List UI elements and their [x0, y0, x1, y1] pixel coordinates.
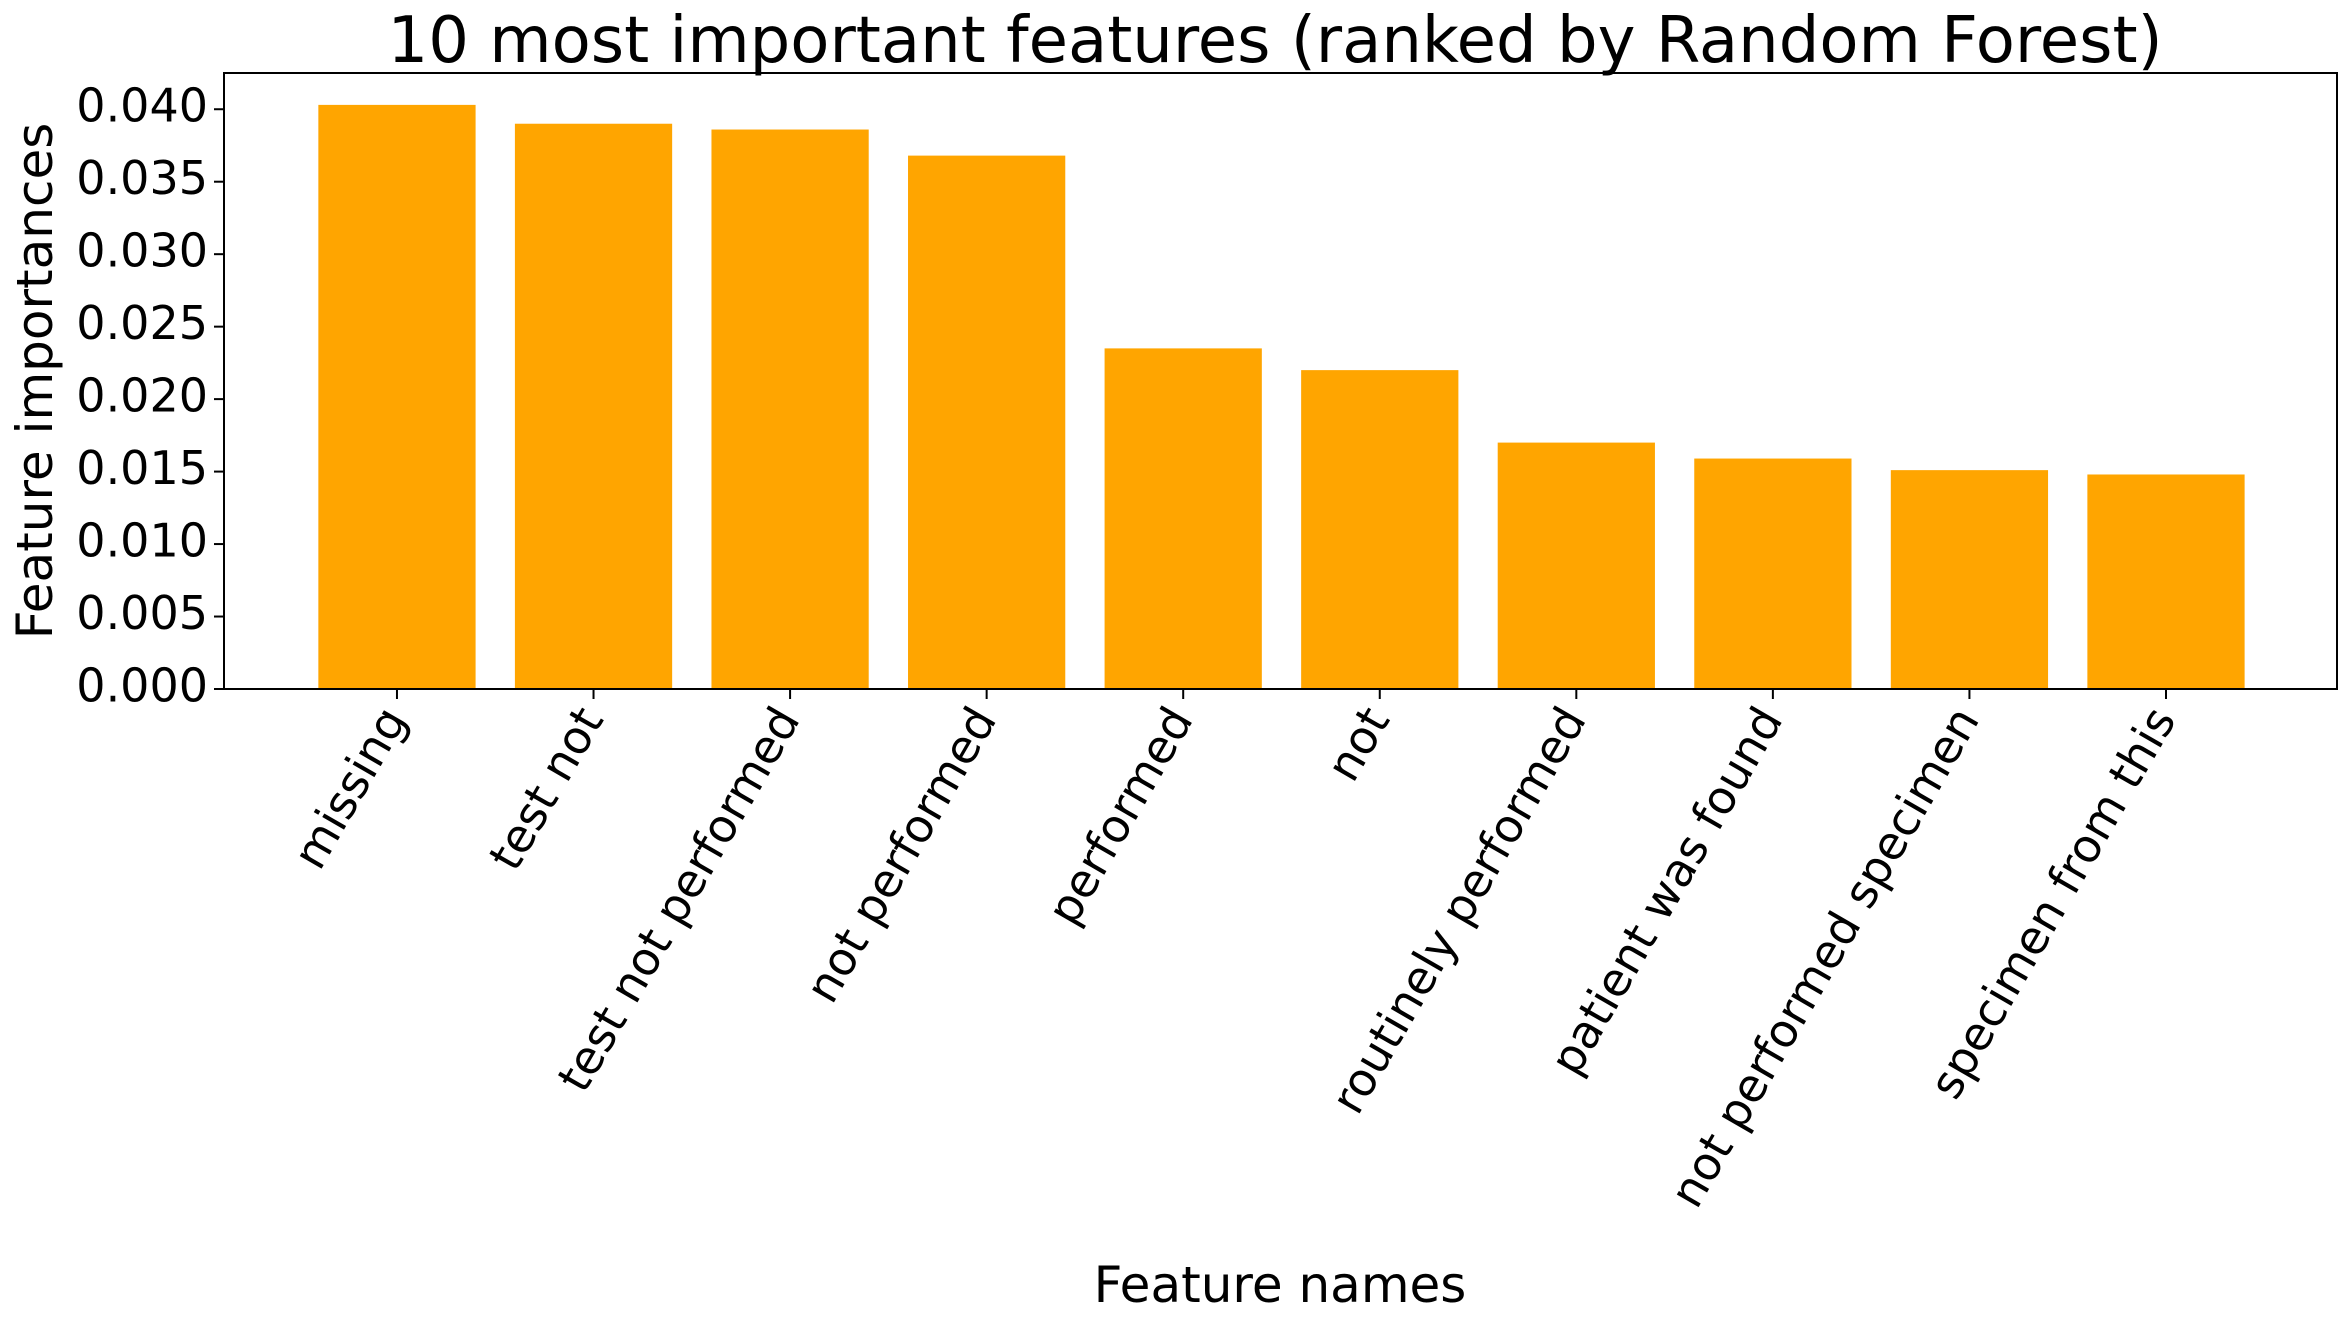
x-tick-label: performed	[1036, 698, 1203, 934]
y-tick-label: 0.020	[76, 369, 208, 423]
y-tick-label: 0.015	[76, 441, 208, 495]
x-tick-label: not	[1316, 698, 1400, 790]
y-tick-label: 0.005	[76, 586, 208, 640]
plot-frame	[223, 72, 2338, 690]
bar	[1890, 470, 2049, 689]
bar	[2087, 474, 2245, 689]
bar	[1104, 348, 1262, 689]
y-axis-label: Feature importances	[6, 123, 64, 640]
x-tick-label: missing	[282, 698, 417, 878]
y-tick-label: 0.025	[76, 296, 208, 350]
bar	[1694, 458, 1852, 689]
y-tick-label: 0.040	[76, 79, 208, 133]
bar	[711, 129, 869, 690]
bar	[1301, 370, 1459, 689]
y-tick-label: 0.035	[76, 151, 208, 205]
bar	[908, 155, 1066, 690]
bars	[318, 104, 2245, 690]
chart-title: 10 most important features (ranked by Ra…	[387, 4, 2162, 78]
y-axis: 0.000 0.005 0.010 0.015 0.020 0.025 0.030 0.035…	[76, 79, 224, 713]
bar	[514, 123, 673, 689]
y-tick-label: 0.010	[76, 514, 208, 568]
x-tick-label: test not	[478, 698, 614, 879]
bar	[1497, 442, 1655, 689]
y-tick-label: 0.000	[76, 659, 208, 713]
y-tick-label: 0.030	[76, 224, 208, 278]
plot-area: 0.000 0.005 0.010 0.015 0.020 0.025 0.030 0.035…	[76, 72, 2338, 1216]
bar	[318, 104, 476, 689]
x-axis-label: Feature names	[1094, 1256, 1467, 1314]
x-tick-label: not performed	[795, 698, 1007, 1012]
